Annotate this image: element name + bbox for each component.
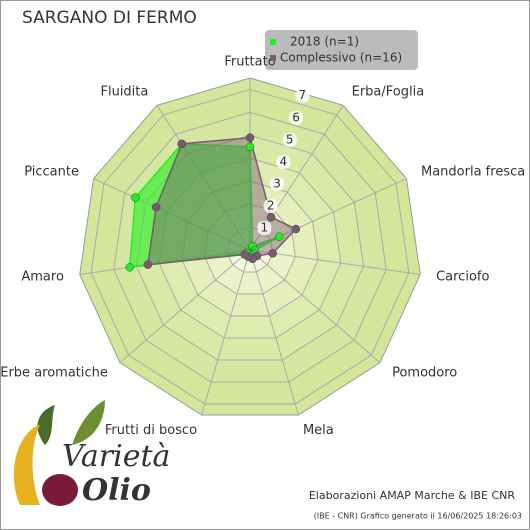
axis-label: Mela (303, 423, 334, 438)
axis-spoke (201, 249, 251, 416)
legend-marker (270, 55, 276, 61)
axis-label: Erbe aromatiche (0, 366, 108, 381)
logo-text: Olio (82, 473, 151, 508)
axis-label: Carciofo (436, 269, 489, 284)
data-point (245, 133, 255, 142)
logo-text: Varietà (62, 439, 170, 474)
axis-label: Frutti di bosco (105, 423, 197, 438)
axis-label: Fruttato (224, 55, 275, 70)
data-point (125, 263, 134, 272)
legend-label: Complessivo (n=16) (280, 51, 402, 65)
data-point (245, 142, 255, 152)
axis-label: Mandorla fresca (421, 164, 525, 179)
y-tick-label: 3 (273, 176, 281, 190)
data-point (274, 232, 284, 241)
tick-label-bg (270, 176, 285, 191)
data-point (240, 250, 250, 259)
legend-label: 2018 (n=1) (290, 35, 359, 49)
logo-olive (42, 474, 78, 506)
legend-marker (270, 39, 276, 45)
y-tick-label: 4 (280, 154, 288, 168)
logo-stroke (13, 425, 40, 505)
axis-label: Erba/Foglia (352, 84, 425, 99)
legend-box (265, 30, 418, 70)
footer-credit: Elaborazioni AMAP Marche & IBE CNR (309, 489, 515, 502)
axis-label: Fluidita (100, 84, 148, 99)
logo: Varietà Olio (13, 400, 170, 508)
tick-label-bg (295, 88, 310, 103)
axis-label: Piccante (24, 164, 79, 179)
data-point (131, 193, 140, 202)
tick-label-bg (257, 220, 272, 235)
y-tick-label: 5 (286, 132, 294, 146)
axis-label: Pomodoro (392, 366, 457, 381)
axis-spoke (249, 249, 421, 275)
data-point (291, 224, 301, 234)
axis-spoke (249, 249, 299, 416)
logo-leaf (37, 405, 55, 445)
footer-generated: (IBE - CNR) Grafico generato il 16/06/20… (314, 512, 522, 521)
y-tick-label: 7 (299, 88, 307, 102)
y-tick-label: 2 (267, 198, 275, 212)
axis-spoke (119, 249, 251, 364)
data-point (177, 139, 187, 149)
tick-label-bg (282, 132, 297, 147)
axis-spoke (249, 249, 381, 364)
axis-label: Amaro (21, 269, 64, 284)
data-point (268, 249, 277, 258)
tick-label-bg (263, 198, 278, 213)
tick-label-bg (276, 154, 291, 169)
y-tick-label: 6 (292, 110, 300, 124)
logo-leaf (72, 400, 105, 445)
data-point (143, 260, 153, 269)
y-tick-label: 1 (261, 220, 269, 234)
data-point (151, 202, 161, 212)
tick-label-bg (289, 110, 304, 125)
data-point (266, 212, 276, 222)
chart-title: SARGANO DI FERMO (22, 8, 197, 28)
